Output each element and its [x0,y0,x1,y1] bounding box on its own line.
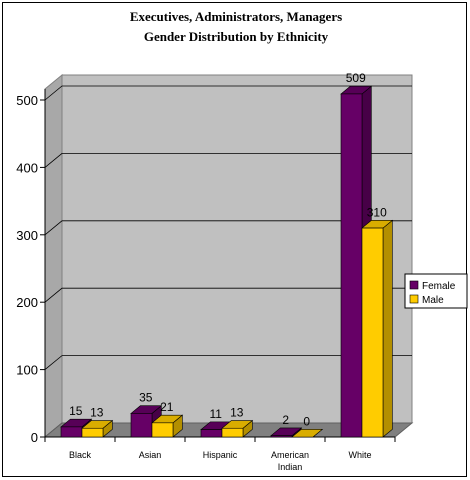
bar-female [130,405,163,438]
bar-male [151,414,184,438]
data-label: 310 [367,205,387,219]
data-label: 509 [346,71,366,85]
plot-area: 0 100 200 300 400 500 Black Asian Hispanic Americ… [16,71,414,472]
x-tick-label: Hispanic [203,450,238,460]
bar-front [151,422,174,438]
bar-male [221,419,254,438]
data-label: 21 [160,400,174,414]
bar-front [340,93,363,438]
bar-front [361,227,384,438]
bar-male [361,219,394,438]
data-label: 2 [282,413,289,427]
gridline [44,85,412,101]
gridline [44,152,412,168]
bar-male [81,419,114,438]
legend: Female Male [404,273,468,309]
y-tick-label: 0 [31,430,38,445]
legend-swatch [409,294,419,304]
data-label: 0 [303,414,310,428]
legend-label: Male [422,295,444,306]
chart-title: Executives, Administrators, Managers [130,9,342,24]
bar-front [200,429,223,438]
x-tick-label: Black [69,450,92,460]
bar-front [130,413,153,438]
x-tick-label: White [348,450,371,460]
y-tick-label: 300 [16,228,38,243]
bar-front [221,427,244,438]
side-wall [44,73,63,439]
data-label: 13 [90,406,104,420]
y-tick-label: 200 [16,295,38,310]
data-label: 15 [69,404,83,418]
x-tick-label: American Indian [271,450,309,472]
gridline [44,287,412,303]
x-tick-label: Asian [139,450,162,460]
bar-front [60,426,83,438]
y-tick-label: 100 [16,363,38,378]
data-label: 11 [210,407,223,421]
legend-swatch [409,280,419,290]
bar-front [270,435,293,438]
legend-label: Female [422,281,456,292]
bar-female [270,427,303,438]
bar-male [291,428,324,438]
bar-front [81,427,104,438]
y-tick-label: 400 [16,160,38,175]
bar-side [382,219,393,438]
data-label: 35 [139,391,153,405]
chart-subtitle: Gender Distribution by Ethnicity [144,29,329,44]
data-label: 13 [230,406,244,420]
gridline [44,355,412,370]
y-tick-label: 500 [16,93,38,108]
gridline [44,220,412,236]
bar-top [291,428,324,438]
